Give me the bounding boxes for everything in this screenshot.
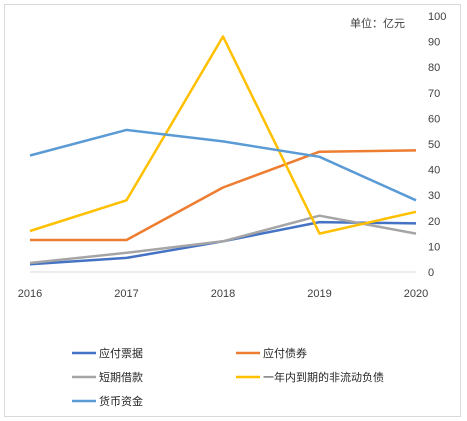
- legend-label: 一年内到期的非流动负债: [263, 370, 384, 384]
- series-line-1: [30, 149, 417, 242]
- x-tick-label: 2017: [114, 288, 138, 300]
- series-line-3: [29, 35, 417, 235]
- chart-frame: [4, 4, 461, 417]
- x-tick-label: 2018: [211, 288, 235, 300]
- series-group: [29, 35, 417, 266]
- legend-label: 应付债券: [263, 346, 307, 360]
- y-tick-label: 50: [428, 139, 440, 151]
- legend-item: 应付票据: [72, 346, 143, 360]
- unit-label: 单位：亿元: [350, 16, 405, 30]
- y-axis-ticks: 0 10 20 30 40 50 60 70 80 90 100: [428, 11, 446, 279]
- y-tick-label: 90: [428, 37, 440, 49]
- legend-label: 货币资金: [99, 394, 143, 408]
- legend-label: 短期借款: [99, 370, 143, 384]
- y-tick-label: 0: [428, 267, 434, 279]
- series-line-4: [29, 128, 417, 202]
- legend-label: 应付票据: [99, 346, 143, 360]
- legend-item: 应付债券: [236, 346, 307, 360]
- y-tick-label: 30: [428, 190, 440, 202]
- y-tick-label: 40: [428, 165, 440, 177]
- y-tick-label: 60: [428, 113, 440, 125]
- y-tick-label: 70: [428, 88, 440, 100]
- x-tick-label: 2020: [404, 288, 428, 300]
- y-tick-label: 10: [428, 241, 440, 253]
- y-tick-label: 100: [428, 11, 446, 23]
- y-tick-label: 80: [428, 62, 440, 74]
- x-tick-label: 2019: [307, 288, 331, 300]
- series-line-2: [29, 214, 417, 265]
- x-axis-ticks: 2016 2017 2018 2019 2020: [18, 288, 428, 300]
- y-tick-label: 20: [428, 216, 440, 228]
- legend-item: 货币资金: [72, 394, 143, 408]
- x-tick-label: 2016: [18, 288, 42, 300]
- legend-item: 短期借款: [72, 370, 143, 384]
- legend-item: 一年内到期的非流动负债: [236, 370, 384, 384]
